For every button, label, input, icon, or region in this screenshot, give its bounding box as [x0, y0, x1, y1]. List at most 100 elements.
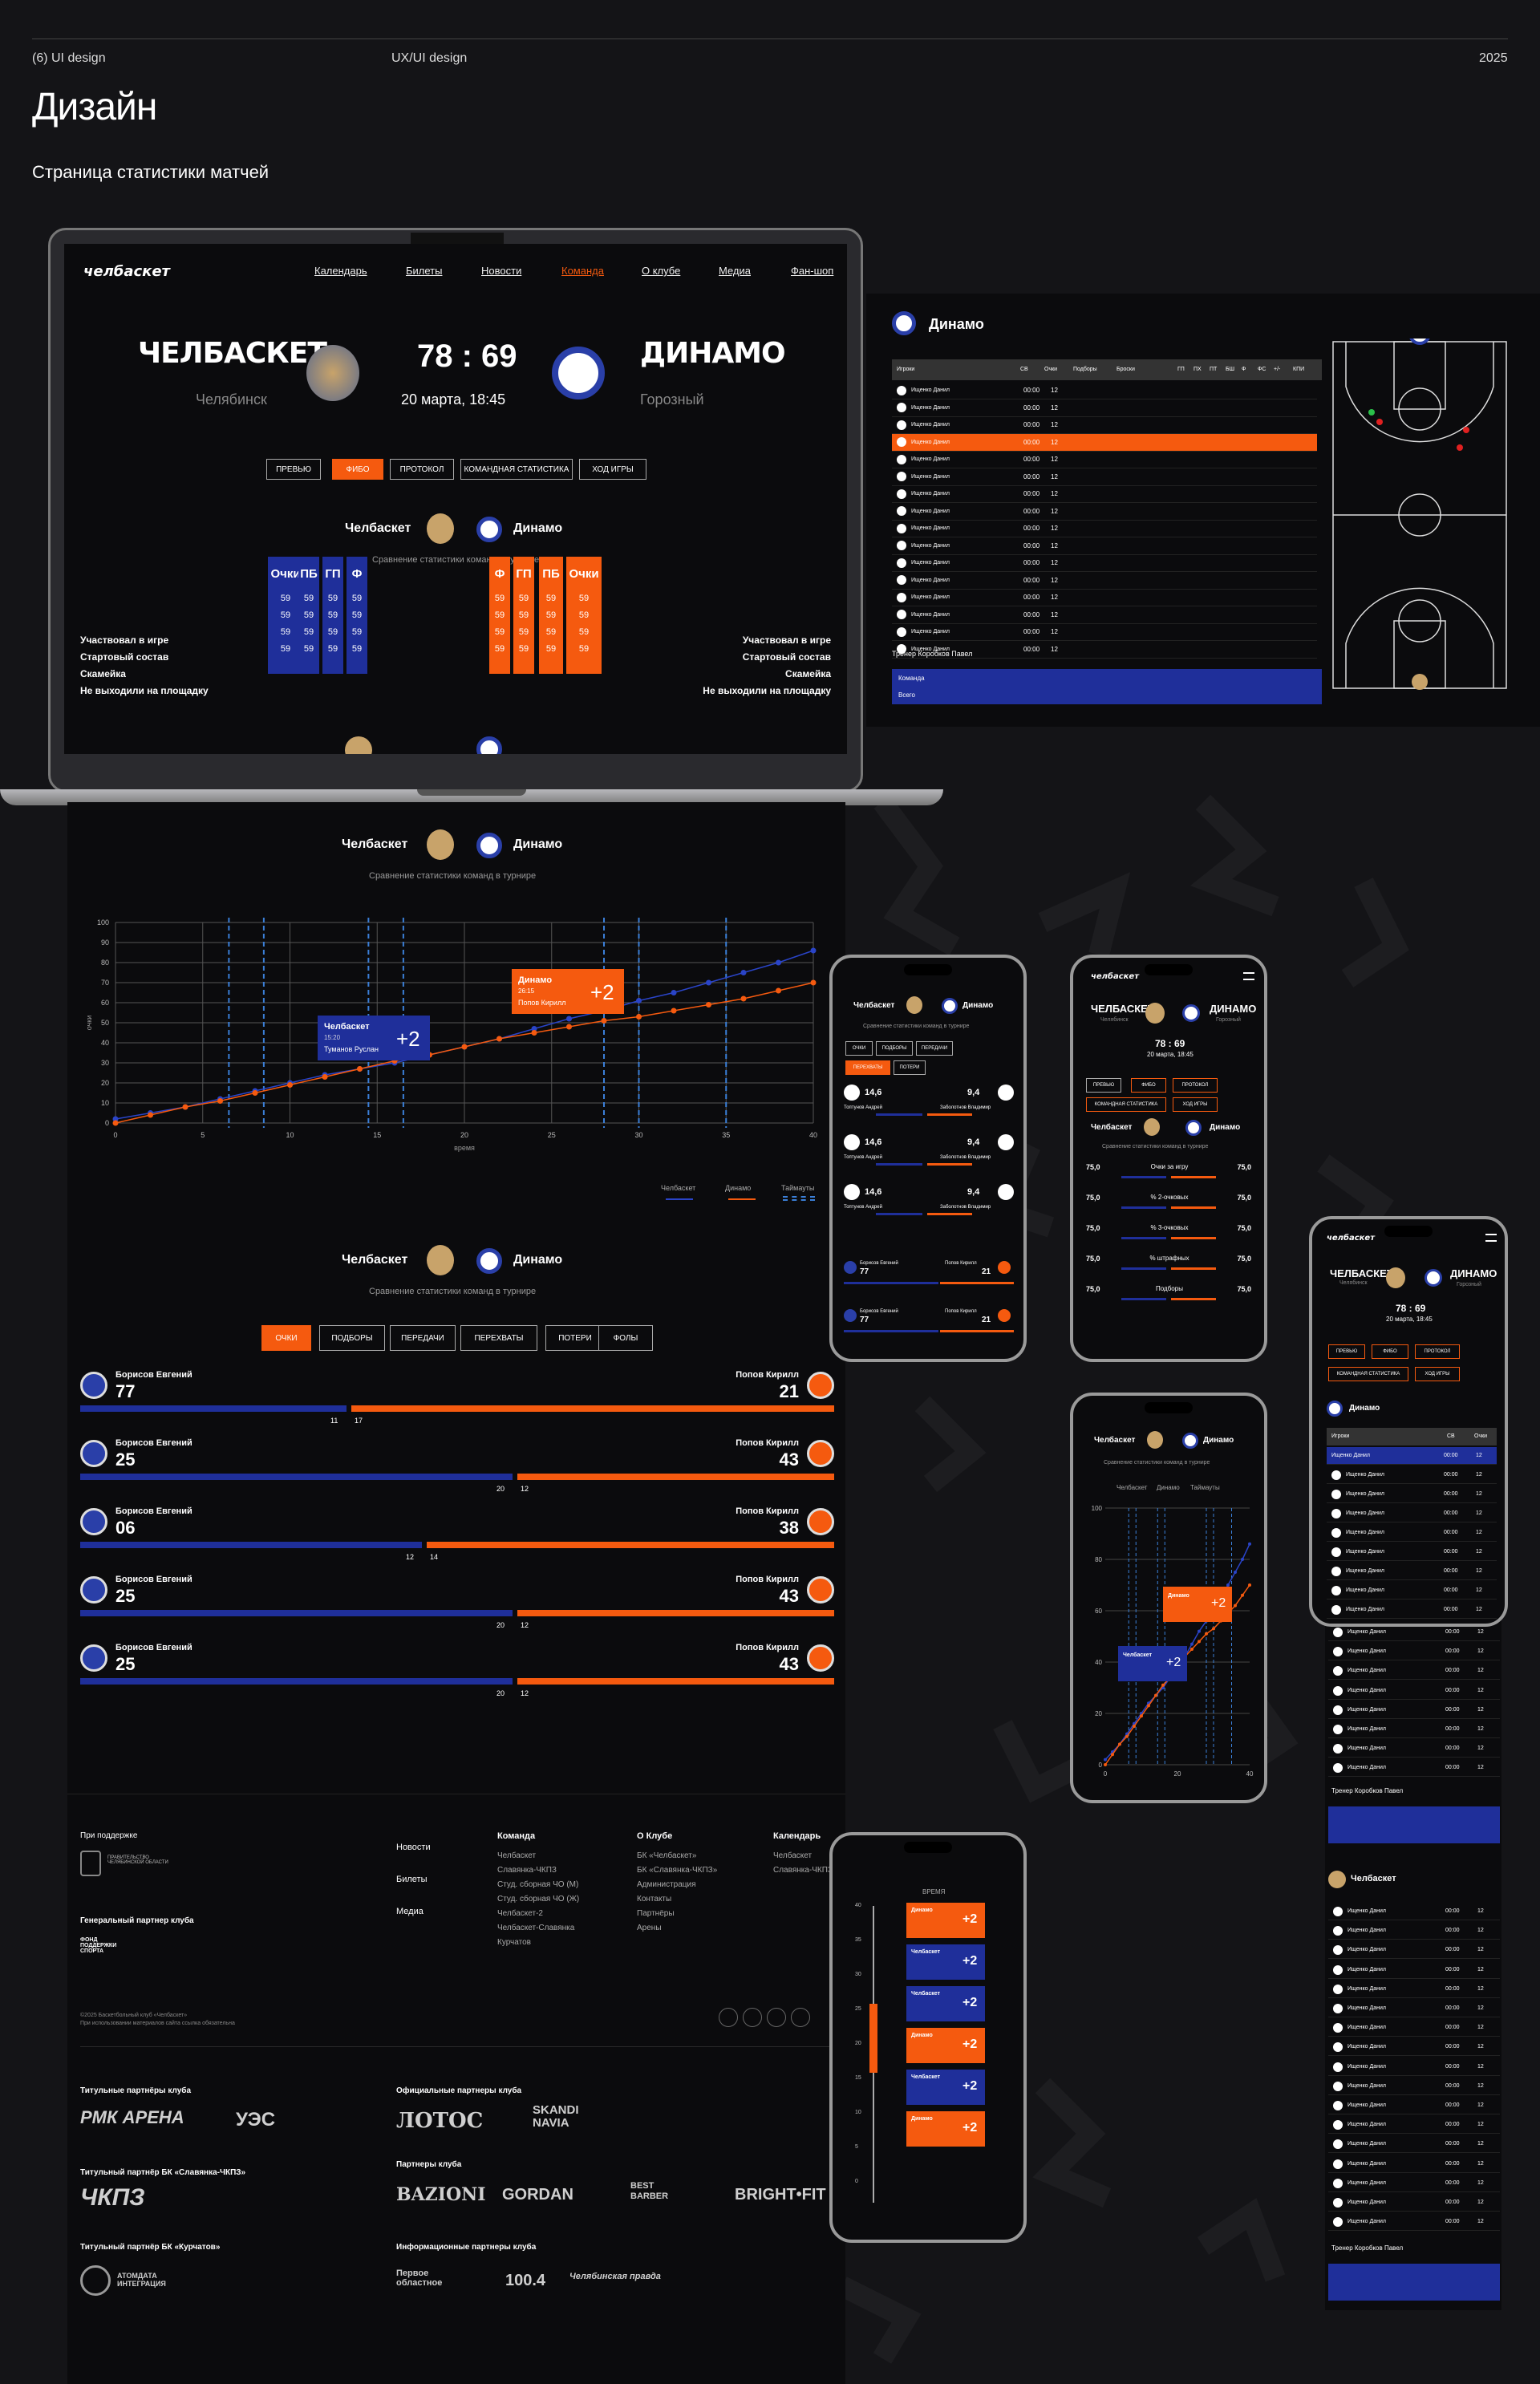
tall-row[interactable]: Ищенко Данил 00:00 12: [1328, 2019, 1500, 2037]
tall-row[interactable]: Ищенко Данил 00:00 12: [1328, 2155, 1500, 2173]
table-row[interactable]: Ищенко Данил 00:00 12: [892, 572, 1317, 590]
table-row[interactable]: Ищенко Данил 00:00 12: [892, 485, 1317, 503]
p5-row[interactable]: Ищенко Данил 00:00 12: [1327, 1486, 1497, 1503]
leaders-tab-points[interactable]: ОЧКИ: [261, 1325, 311, 1351]
nav-calendar[interactable]: Календарь: [314, 265, 367, 277]
p3-callout-home[interactable]: Челбаскет +2: [1118, 1646, 1187, 1681]
p5-tab-protocol[interactable]: ПРОТОКОЛ: [1415, 1344, 1460, 1359]
footer-link[interactable]: Контакты: [637, 1892, 717, 1907]
tall-row[interactable]: Ищенко Данил 00:00 12: [1328, 1740, 1500, 1758]
footer-media[interactable]: Медиа: [396, 1895, 431, 1928]
footer-link[interactable]: Курчатов: [497, 1936, 579, 1950]
tiktok-icon[interactable]: [743, 2008, 762, 2027]
leader-row[interactable]: Борисов Евгений 25 Попов Кирилл 43 20 12: [80, 1575, 834, 1639]
footer-link[interactable]: Челбаскет: [497, 1849, 579, 1863]
footer-link[interactable]: БК «Челбаскет»: [637, 1849, 717, 1863]
p5-row[interactable]: Ищенко Данил 00:00 12: [1327, 1582, 1497, 1599]
table-row[interactable]: Ищенко Данил 00:00 12: [892, 623, 1317, 641]
leaders-tab-steals[interactable]: ПЕРЕХВАТЫ: [460, 1325, 537, 1351]
footer-link[interactable]: Славянка-ЧКПЗ: [497, 1863, 579, 1878]
tall-row[interactable]: Ищенко Данил 00:00 12: [1328, 1643, 1500, 1660]
timeline-event[interactable]: Динамо +2: [906, 2111, 985, 2147]
leaders-tab-assists[interactable]: ПЕРЕДАЧИ: [390, 1325, 456, 1351]
p5-row[interactable]: Ищенко Данил 00:00 12: [1327, 1466, 1497, 1484]
p1-tab-steals[interactable]: ПЕРЕХВАТЫ: [845, 1060, 890, 1075]
tall-row[interactable]: Ищенко Данил 00:00 12: [1328, 1701, 1500, 1719]
p5-row[interactable]: Ищенко Данил 00:00 12: [1327, 1505, 1497, 1522]
tall-row[interactable]: Ищенко Данил 00:00 12: [1328, 1941, 1500, 1959]
tall-row[interactable]: Ищенко Данил 00:00 12: [1328, 2097, 1500, 2114]
tall-row[interactable]: Ищенко Данил 00:00 12: [1328, 2058, 1500, 2076]
timeline-event[interactable]: Челбаскет +2: [906, 1986, 985, 2021]
site-logo[interactable]: челбаскет: [83, 263, 170, 280]
table-row[interactable]: Ищенко Данил 00:00 12: [892, 416, 1317, 434]
p5-row[interactable]: Ищенко Данил 00:00 12: [1327, 1601, 1497, 1619]
vk-icon[interactable]: [719, 2008, 738, 2027]
table-row[interactable]: Ищенко Данил 00:00 12: [892, 451, 1317, 468]
footer-link[interactable]: Студ. сборная ЧО (Ж): [497, 1892, 579, 1907]
nav-media[interactable]: Медиа: [719, 265, 751, 277]
tab-game-flow[interactable]: ХОД ИГРЫ: [579, 459, 646, 480]
p2-tab-preview[interactable]: ПРЕВЬЮ: [1086, 1078, 1121, 1093]
footer-link[interactable]: Арены: [637, 1921, 717, 1936]
tall-row[interactable]: Ищенко Данил 00:00 12: [1328, 2038, 1500, 2056]
p5-row[interactable]: Ищенко Данил 00:00 12: [1327, 1524, 1497, 1542]
nav-news[interactable]: Новости: [481, 265, 521, 277]
leaders-tab-fouls[interactable]: ФОЛЫ: [598, 1325, 653, 1351]
footer-link[interactable]: Студ. сборная ЧО (М): [497, 1878, 579, 1892]
leader-row[interactable]: Борисов Евгений 77 Попов Кирилл 21 11 17: [80, 1370, 834, 1434]
footer-team-title[interactable]: Команда: [497, 1831, 579, 1841]
tall-row[interactable]: Ищенко Данил 00:00 12: [1328, 2175, 1500, 2192]
chart-callout-home[interactable]: Челбаскет 15:20 Туманов Руслан +2: [318, 1016, 430, 1060]
footer-link[interactable]: БК «Славянка-ЧКПЗ»: [637, 1863, 717, 1878]
table-row[interactable]: Ищенко Данил 00:00 12: [892, 382, 1317, 399]
table-row[interactable]: Ищенко Данил 00:00 12: [892, 520, 1317, 537]
p2-tab-protocol[interactable]: ПРОТОКОЛ: [1173, 1078, 1218, 1093]
tab-protocol[interactable]: ПРОТОКОЛ: [390, 459, 454, 480]
tab-team-stats[interactable]: КОМАНДНАЯ СТАТИСТИКА: [460, 459, 573, 480]
tall-row[interactable]: Ищенко Данил 00:00 12: [1328, 1961, 1500, 1979]
tall-row[interactable]: Ищенко Данил 00:00 12: [1328, 1662, 1500, 1680]
tall-row[interactable]: Ищенко Данил 00:00 12: [1328, 2000, 1500, 2017]
footer-club-title[interactable]: О Клубе: [637, 1831, 717, 1841]
tall-row[interactable]: Ищенко Данил 00:00 12: [1328, 1981, 1500, 1998]
p5-row[interactable]: Ищенко Данил 00:00 12: [1327, 1543, 1497, 1561]
footer-link[interactable]: Челбаскет-2: [497, 1907, 579, 1921]
p1-tab-assists[interactable]: ПЕРЕДАЧИ: [916, 1041, 953, 1056]
p5-menu-icon[interactable]: [1485, 1234, 1497, 1242]
nav-shop[interactable]: Фан-шоп: [791, 265, 833, 277]
p1-tab-points[interactable]: ОЧКИ: [845, 1041, 873, 1056]
leader-row[interactable]: Борисов Евгений 25 Попов Кирилл 43 20 12: [80, 1643, 834, 1707]
p5-row[interactable]: Ищенко Данил 00:00 12: [1327, 1447, 1497, 1465]
p2-tab-flow[interactable]: ХОД ИГРЫ: [1173, 1097, 1218, 1112]
leaders-tab-turnovers[interactable]: ПОТЕРИ: [545, 1325, 605, 1351]
leader-row[interactable]: Борисов Евгений 06 Попов Кирилл 38 12 14: [80, 1506, 834, 1571]
tab-preview[interactable]: ПРЕВЬЮ: [266, 459, 321, 480]
p5-row[interactable]: Ищенко Данил 00:00 12: [1327, 1563, 1497, 1580]
chart-callout-away[interactable]: Динамо 26:15 Попов Кирилл +2: [512, 969, 624, 1014]
tall-row[interactable]: Ищенко Данил 00:00 12: [1328, 1922, 1500, 1940]
tall-row[interactable]: Ищенко Данил 00:00 12: [1328, 1682, 1500, 1700]
footer-link[interactable]: Администрация: [637, 1878, 717, 1892]
timeline-event[interactable]: Челбаскет +2: [906, 2070, 985, 2105]
footer-calendar-title[interactable]: Календарь: [773, 1831, 833, 1841]
footer-link[interactable]: Челбаскет: [773, 1849, 833, 1863]
p1-tab-turnovers[interactable]: ПОТЕРИ: [894, 1060, 926, 1075]
footer-link[interactable]: Партнёры: [637, 1907, 717, 1921]
tall-row[interactable]: Ищенко Данил 00:00 12: [1328, 2135, 1500, 2153]
leader-row[interactable]: Борисов Евгений 25 Попов Кирилл 43 20 12: [80, 1438, 834, 1502]
p2-tab-fibo[interactable]: ФИБО: [1131, 1078, 1166, 1093]
table-row[interactable]: Ищенко Данил 00:00 12: [892, 468, 1317, 486]
p2-logo[interactable]: челбаскет: [1091, 972, 1139, 981]
nav-tickets[interactable]: Билеты: [406, 265, 442, 277]
table-row[interactable]: Ищенко Данил 00:00 12: [892, 399, 1317, 417]
tall-row[interactable]: Ищенко Данил 00:00 12: [1328, 2116, 1500, 2134]
table-row[interactable]: Ищенко Данил 00:00 12: [892, 554, 1317, 572]
tall-row[interactable]: Ищенко Данил 00:00 12: [1328, 2194, 1500, 2212]
p5-tab-flow[interactable]: ХОД ИГРЫ: [1415, 1367, 1460, 1381]
table-row[interactable]: Ищенко Данил 00:00 12: [892, 434, 1317, 452]
tall-row[interactable]: Ищенко Данил 00:00 12: [1328, 2078, 1500, 2095]
p5-tab-preview[interactable]: ПРЕВЬЮ: [1328, 1344, 1365, 1359]
nav-team[interactable]: Команда: [561, 265, 604, 277]
tall-row[interactable]: Ищенко Данил 00:00 12: [1328, 2213, 1500, 2231]
